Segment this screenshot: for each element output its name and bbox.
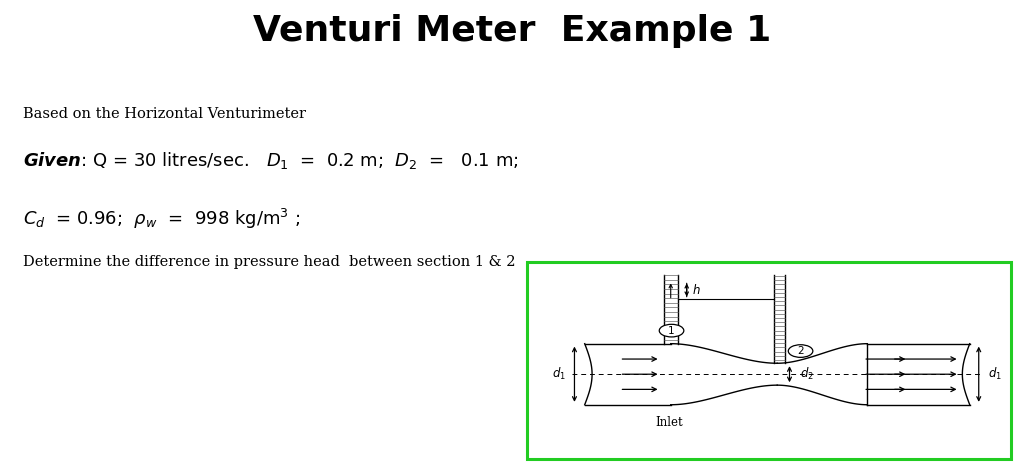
Text: Based on the Horizontal Venturimeter: Based on the Horizontal Venturimeter [23,107,305,121]
Text: 1: 1 [669,326,675,336]
Text: 2: 2 [798,346,804,356]
Text: $d_2$: $d_2$ [800,366,814,382]
Bar [527,262,1011,459]
Text: $d_1$: $d_1$ [988,366,1002,382]
Circle shape [659,324,684,337]
Circle shape [788,345,813,357]
Text: $h$: $h$ [692,283,701,297]
Text: Determine the difference in pressure head  between section 1 & 2: Determine the difference in pressure hea… [23,255,515,268]
Text: Inlet: Inlet [655,416,682,429]
Text: $C_d$  = 0.96;  $\rho_w$  =  998 kg/m$^3$ ;: $C_d$ = 0.96; $\rho_w$ = 998 kg/m$^3$ ; [23,207,300,231]
Text: $d_1$: $d_1$ [552,366,566,382]
Text: $\bfit{Given}$: Q = 30 litres/sec.   $D_1$  =  0.2 m;  $D_2$  =   0.1 m;: $\bfit{Given}$: Q = 30 litres/sec. $D_1$… [23,150,518,171]
Text: Venturi Meter  Example 1: Venturi Meter Example 1 [253,14,771,48]
